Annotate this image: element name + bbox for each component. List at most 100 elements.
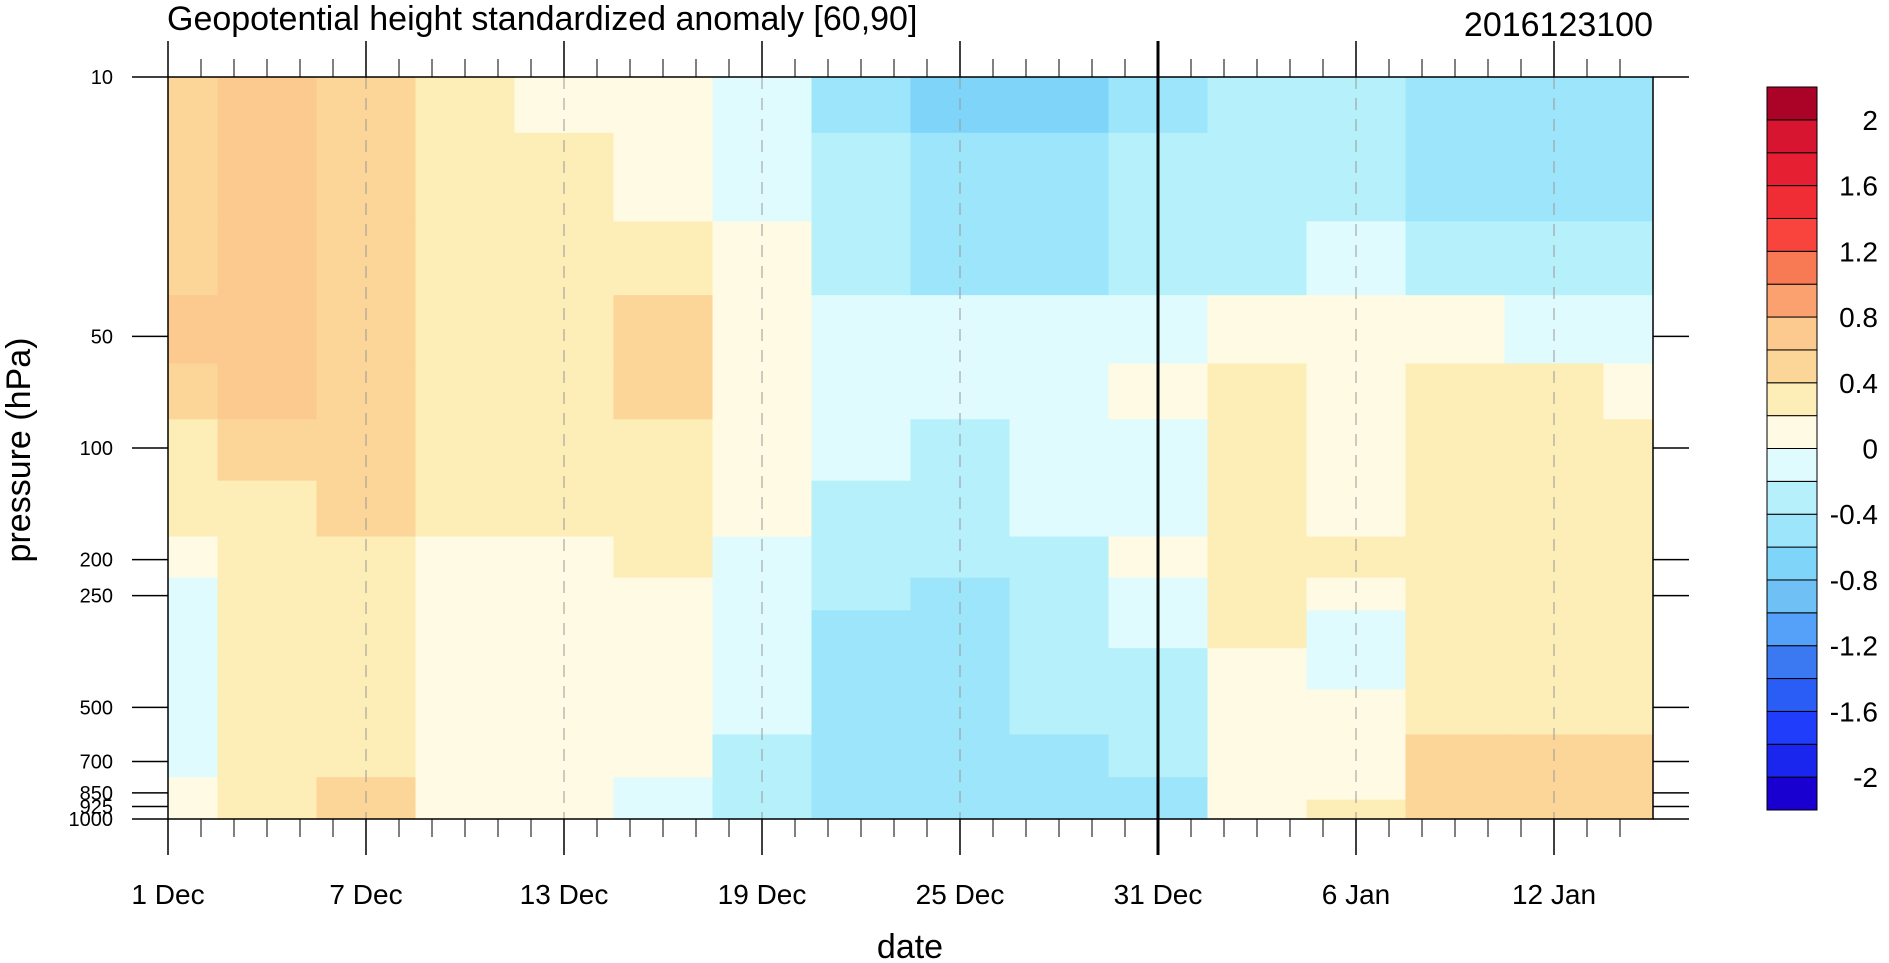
heat-cell (415, 295, 516, 365)
y-tick-label: 1000 (69, 809, 114, 831)
heat-cell (1207, 132, 1308, 222)
heat-cell (316, 799, 417, 814)
heat-cell (613, 363, 714, 420)
colorbar-label: 1.6 (1839, 171, 1878, 202)
heat-cell (1207, 363, 1308, 420)
heat-cell (1207, 536, 1308, 579)
heat-cell (613, 221, 714, 296)
colorbar-label: 0.4 (1839, 368, 1878, 399)
heat-cell (712, 777, 813, 801)
heat-cell (1603, 777, 1654, 801)
heat-cell (613, 419, 714, 482)
heat-cell (217, 419, 318, 482)
heat-cell (1207, 419, 1308, 482)
colorbar-label: -1.6 (1830, 696, 1878, 727)
y-tick-label: 500 (80, 697, 113, 719)
heat-cell (811, 799, 912, 814)
heat-cell (168, 648, 219, 690)
heat-cell (1603, 77, 1654, 134)
heat-cell (1603, 610, 1654, 649)
heat-cell (1504, 777, 1605, 801)
y-tick-label: 850 (80, 783, 113, 805)
heat-cell (811, 363, 912, 420)
colorbar-box (1766, 283, 1818, 318)
heat-cell (613, 799, 714, 814)
y-axis-title: pressure (hPa) (0, 338, 38, 563)
heat-cell (168, 536, 219, 579)
heat-cell (217, 221, 318, 296)
heat-cell (415, 577, 516, 611)
heat-cell (811, 132, 912, 222)
x-tick-label: 7 Dec (329, 879, 402, 910)
heat-cell (415, 734, 516, 778)
heat-cell (811, 689, 912, 736)
heat-cell (1009, 221, 1110, 296)
heat-cell (811, 610, 912, 649)
colorbar-label: 0 (1862, 434, 1878, 465)
heat-cell (1405, 363, 1506, 420)
colorbar-label: 0.8 (1839, 302, 1878, 333)
heat-cell (1207, 734, 1308, 778)
heat-cell (811, 577, 912, 611)
heat-cell (1405, 419, 1506, 482)
heat-cell (1207, 77, 1308, 134)
colorbar-box (1766, 743, 1818, 778)
heat-cell (811, 812, 912, 820)
heat-cell (1009, 536, 1110, 579)
heat-cell (168, 419, 219, 482)
heat-cell (712, 799, 813, 814)
axis-ticks (132, 41, 1689, 855)
heat-cell (613, 610, 714, 649)
heat-cell (1603, 689, 1654, 736)
x-tick-labels: 1 Dec 7 Dec 13 Dec 19 Dec 25 Dec 31 Dec 6 Jan 1… (131, 879, 1596, 910)
heat-cell (168, 689, 219, 736)
heat-cell (1207, 812, 1308, 820)
heat-cell (613, 689, 714, 736)
heat-cell (168, 295, 219, 365)
heat-cell (1207, 777, 1308, 801)
heat-cell (811, 295, 912, 365)
heat-cell (1009, 799, 1110, 814)
heat-cell (1207, 648, 1308, 690)
colorbar-boxes (1766, 86, 1818, 811)
heat-cell (1405, 221, 1506, 296)
colorbar-box (1766, 678, 1818, 712)
heat-cell (811, 648, 912, 690)
y-tick-label: 250 (80, 586, 113, 608)
heat-cell (1603, 812, 1654, 820)
x-axis-title: date (877, 928, 943, 963)
heat-cell (1405, 132, 1506, 222)
colorbar-box (1766, 612, 1818, 647)
heat-cell (1009, 689, 1110, 736)
heat-cell (1009, 363, 1110, 420)
heat-cell (613, 77, 714, 134)
heat-cell (1207, 610, 1308, 649)
y-tick-label: 50 (91, 326, 113, 348)
heat-cell (514, 777, 615, 801)
heat-cell (1603, 577, 1654, 611)
heat-cell (217, 132, 318, 222)
heat-cell (168, 799, 219, 814)
colorbar-box (1766, 119, 1818, 154)
heat-cell (415, 480, 516, 538)
heat-cell (1009, 610, 1110, 649)
heat-cell (613, 812, 714, 820)
colorbar-label: 2 (1862, 105, 1878, 136)
heat-cell (1405, 689, 1506, 736)
heat-cell (217, 77, 318, 134)
heat-cell (217, 480, 318, 538)
heat-cell (712, 419, 813, 482)
heat-cell (168, 363, 219, 420)
heat-cell (613, 577, 714, 611)
colorbar-box (1766, 776, 1818, 811)
heat-cell (1603, 536, 1654, 579)
heat-cell (415, 799, 516, 814)
heat-cell (1405, 777, 1506, 801)
colorbar-box (1766, 645, 1818, 680)
colorbar-box (1766, 250, 1818, 285)
heat-cell (1009, 419, 1110, 482)
heat-cell (217, 799, 318, 814)
heat-cell (1603, 221, 1654, 296)
heat-cell (1405, 77, 1506, 134)
heat-cell (910, 777, 1011, 801)
